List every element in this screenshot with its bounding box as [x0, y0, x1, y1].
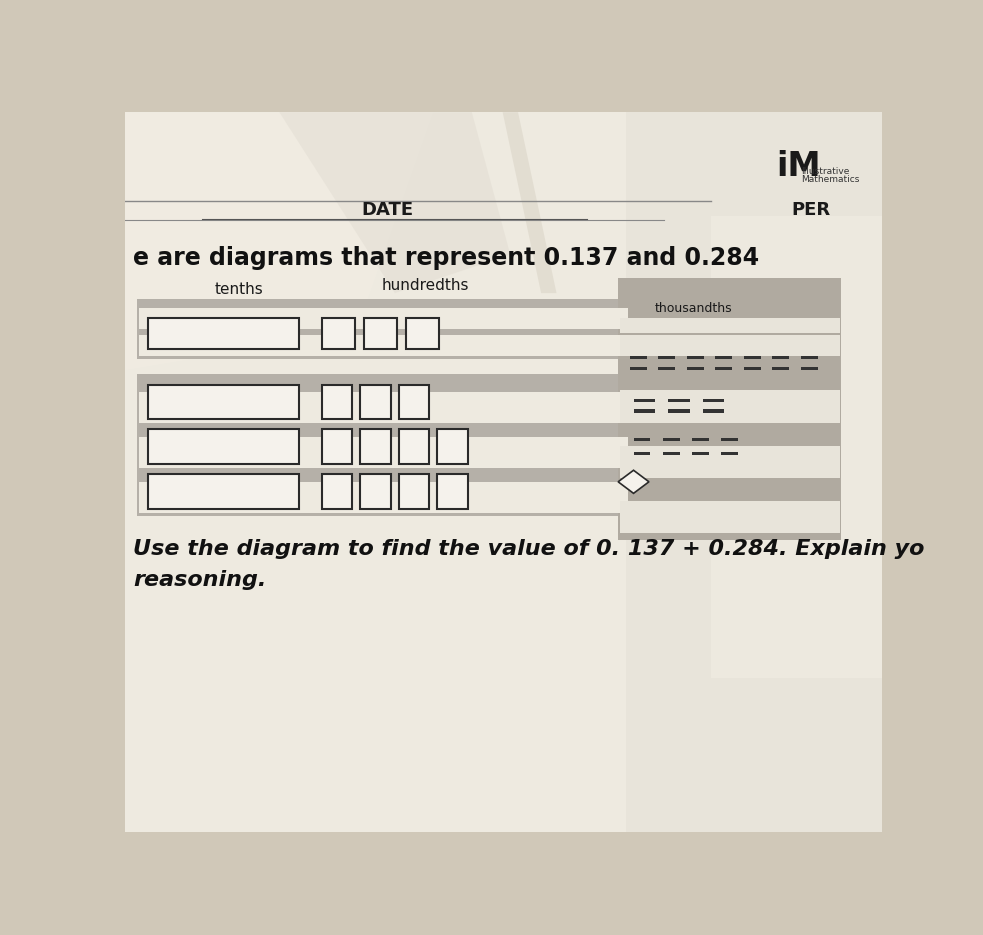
- Bar: [618, 278, 841, 378]
- Bar: [399, 385, 430, 420]
- Bar: [772, 355, 789, 359]
- Bar: [148, 474, 299, 509]
- Bar: [399, 474, 430, 509]
- Bar: [321, 318, 355, 349]
- Text: reasoning.: reasoning.: [133, 569, 266, 590]
- Polygon shape: [126, 112, 434, 370]
- Bar: [800, 367, 818, 370]
- Bar: [722, 452, 738, 454]
- Bar: [126, 112, 711, 832]
- Bar: [137, 298, 630, 359]
- Bar: [620, 318, 839, 333]
- Polygon shape: [126, 112, 279, 216]
- Text: Mathematics: Mathematics: [801, 175, 860, 183]
- Bar: [668, 399, 690, 402]
- Bar: [321, 474, 353, 509]
- Polygon shape: [279, 112, 510, 294]
- Bar: [744, 355, 761, 359]
- Text: thousandths: thousandths: [655, 302, 732, 315]
- Bar: [321, 429, 353, 464]
- Bar: [437, 474, 468, 509]
- Bar: [321, 385, 353, 420]
- Bar: [703, 399, 724, 402]
- Bar: [711, 216, 882, 678]
- Bar: [148, 385, 299, 420]
- Bar: [668, 410, 690, 412]
- Text: iM: iM: [776, 150, 821, 182]
- Bar: [633, 399, 655, 402]
- Polygon shape: [618, 470, 649, 494]
- Bar: [620, 390, 839, 423]
- Text: hundredths: hundredths: [381, 278, 469, 293]
- Text: PER: PER: [791, 201, 831, 219]
- Bar: [800, 355, 818, 359]
- Bar: [716, 355, 732, 359]
- Bar: [148, 318, 299, 349]
- Bar: [626, 112, 883, 832]
- Bar: [692, 452, 709, 454]
- Bar: [620, 446, 839, 478]
- Text: e are diagrams that represent 0.137 and 0.284: e are diagrams that represent 0.137 and …: [133, 247, 759, 270]
- Bar: [633, 452, 651, 454]
- Bar: [140, 335, 628, 356]
- Bar: [399, 429, 430, 464]
- Text: tenths: tenths: [215, 281, 263, 296]
- Bar: [687, 367, 704, 370]
- Bar: [137, 374, 630, 516]
- Bar: [659, 355, 675, 359]
- Bar: [633, 438, 651, 441]
- Bar: [687, 355, 704, 359]
- Bar: [692, 438, 709, 441]
- Bar: [663, 452, 679, 454]
- Bar: [744, 367, 761, 370]
- Bar: [659, 367, 675, 370]
- Bar: [722, 438, 738, 441]
- Bar: [360, 474, 391, 509]
- Bar: [360, 429, 391, 464]
- Bar: [140, 393, 628, 424]
- Bar: [716, 367, 732, 370]
- Bar: [140, 482, 628, 512]
- Bar: [140, 308, 628, 329]
- Bar: [148, 429, 299, 464]
- Bar: [140, 438, 628, 468]
- Bar: [620, 501, 839, 533]
- Bar: [437, 429, 468, 464]
- Text: Illustrative: Illustrative: [801, 167, 849, 176]
- Bar: [618, 354, 841, 539]
- Bar: [630, 367, 647, 370]
- Bar: [360, 385, 391, 420]
- Bar: [663, 438, 679, 441]
- Polygon shape: [126, 112, 279, 294]
- Bar: [406, 318, 439, 349]
- Bar: [630, 355, 647, 359]
- Bar: [364, 318, 397, 349]
- Bar: [356, 112, 883, 254]
- Polygon shape: [502, 112, 556, 294]
- Bar: [620, 335, 839, 356]
- Text: Use the diagram to find the value of 0. 137 + 0.284. Explain yo: Use the diagram to find the value of 0. …: [133, 539, 924, 559]
- Text: DATE: DATE: [361, 201, 413, 219]
- Bar: [772, 367, 789, 370]
- Bar: [703, 410, 724, 412]
- Bar: [633, 410, 655, 412]
